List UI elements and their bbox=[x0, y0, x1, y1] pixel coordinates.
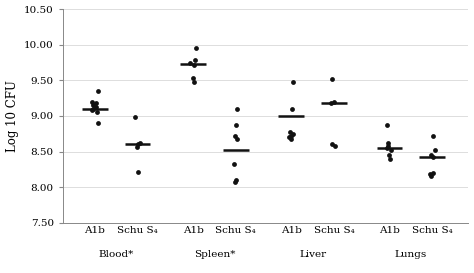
Text: Spleen*: Spleen* bbox=[194, 250, 235, 259]
Point bbox=[136, 141, 144, 145]
Point bbox=[88, 108, 96, 112]
Point bbox=[232, 122, 240, 127]
Point bbox=[89, 100, 96, 104]
Point bbox=[388, 148, 395, 152]
Point bbox=[233, 136, 240, 141]
Point bbox=[92, 101, 100, 105]
Point bbox=[191, 58, 199, 63]
Point bbox=[386, 157, 393, 161]
Point bbox=[190, 76, 197, 80]
Point bbox=[384, 144, 392, 148]
Point bbox=[135, 170, 142, 174]
Point bbox=[287, 134, 295, 138]
Point bbox=[131, 115, 138, 120]
Point bbox=[94, 89, 101, 93]
Y-axis label: Log 10 CFU: Log 10 CFU bbox=[6, 80, 18, 152]
Point bbox=[429, 171, 437, 175]
Point bbox=[328, 142, 336, 147]
Point bbox=[233, 107, 240, 111]
Point bbox=[89, 103, 96, 108]
Point bbox=[383, 122, 391, 127]
Point bbox=[286, 129, 294, 134]
Point bbox=[231, 180, 239, 185]
Point bbox=[331, 144, 339, 148]
Point bbox=[231, 134, 238, 138]
Point bbox=[428, 153, 435, 157]
Point bbox=[289, 80, 296, 84]
Point bbox=[427, 174, 434, 178]
Point bbox=[426, 172, 434, 177]
Point bbox=[231, 162, 238, 167]
Point bbox=[191, 80, 198, 84]
Text: Lungs: Lungs bbox=[395, 250, 427, 259]
Point bbox=[328, 77, 336, 81]
Point bbox=[429, 155, 437, 159]
Point bbox=[133, 144, 141, 149]
Point bbox=[134, 142, 141, 147]
Point bbox=[429, 134, 437, 138]
Text: Blood*: Blood* bbox=[99, 250, 134, 259]
Point bbox=[385, 153, 393, 157]
Point bbox=[93, 110, 100, 115]
Point bbox=[328, 101, 335, 105]
Point bbox=[285, 135, 293, 140]
Point bbox=[288, 107, 295, 111]
Point bbox=[384, 141, 392, 145]
Point bbox=[232, 178, 240, 182]
Point bbox=[331, 100, 338, 104]
Point bbox=[90, 107, 97, 111]
Point bbox=[431, 148, 438, 152]
Point bbox=[287, 136, 294, 141]
Text: Liver: Liver bbox=[299, 250, 326, 259]
Point bbox=[383, 146, 391, 150]
Point bbox=[187, 60, 194, 65]
Point bbox=[192, 46, 200, 51]
Point bbox=[289, 132, 297, 136]
Point bbox=[190, 63, 197, 67]
Point bbox=[94, 121, 101, 125]
Point bbox=[92, 105, 100, 110]
